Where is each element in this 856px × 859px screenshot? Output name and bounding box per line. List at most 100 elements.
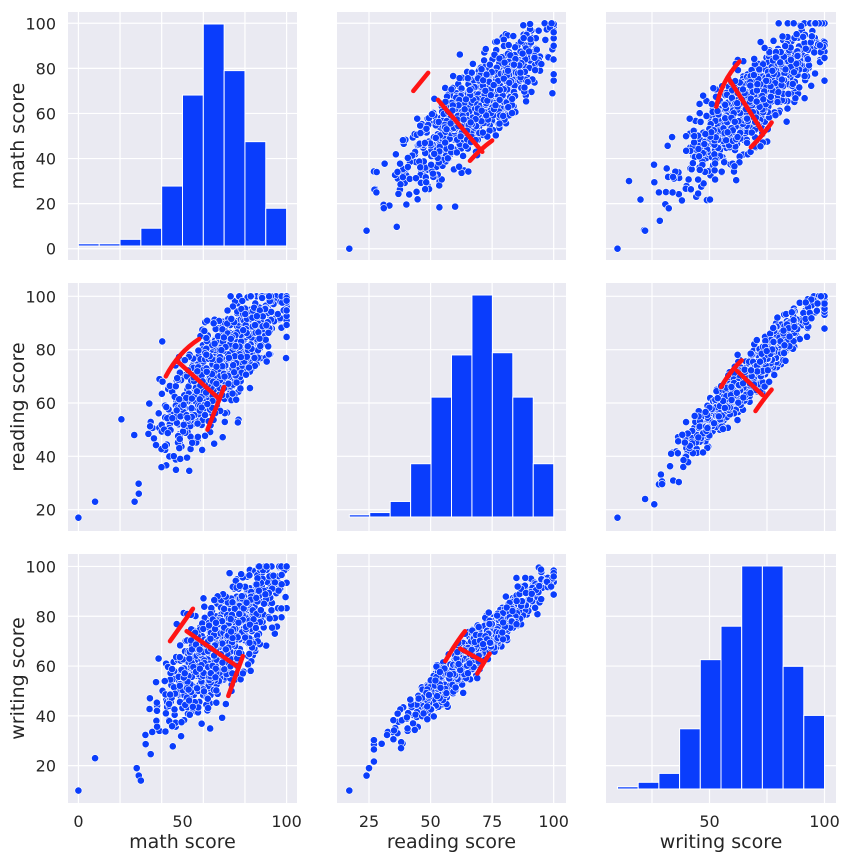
scatter-point bbox=[193, 367, 202, 376]
scatter-point bbox=[491, 131, 500, 140]
scatter-point bbox=[403, 163, 412, 171]
scatter-point-outlier bbox=[136, 776, 145, 785]
scatter-point bbox=[172, 465, 180, 474]
scatter-point bbox=[463, 74, 472, 83]
scatter-point bbox=[185, 654, 194, 663]
scatter-point bbox=[211, 664, 220, 673]
scatter-point bbox=[262, 321, 271, 330]
scatter-point bbox=[486, 91, 495, 100]
scatter-point bbox=[185, 696, 194, 705]
scatter-point bbox=[549, 55, 558, 64]
scatter-point bbox=[158, 377, 167, 386]
scatter-point bbox=[169, 452, 178, 461]
scatter-point bbox=[269, 571, 278, 580]
scatter-point bbox=[261, 590, 270, 599]
scatter-point-outlier bbox=[132, 764, 141, 773]
scatter-point bbox=[727, 383, 736, 391]
scatter-point bbox=[766, 92, 775, 101]
scatter-point bbox=[234, 618, 243, 627]
scatter-point bbox=[203, 316, 212, 325]
scatter-point bbox=[200, 327, 209, 335]
scatter-point bbox=[218, 433, 227, 442]
scatter-point bbox=[700, 140, 709, 148]
scatter-point bbox=[774, 19, 783, 28]
scatter-point bbox=[162, 403, 171, 411]
scatter-point bbox=[810, 48, 819, 57]
scatter-point bbox=[746, 389, 755, 397]
scatter-point bbox=[175, 435, 184, 443]
scatter-point bbox=[277, 571, 286, 579]
scatter-point bbox=[768, 66, 777, 75]
scatter-point bbox=[168, 742, 177, 751]
scatter-point bbox=[456, 132, 465, 141]
histogram-bar bbox=[202, 23, 225, 247]
scatter-point bbox=[447, 85, 456, 94]
scatter-point bbox=[277, 580, 286, 589]
scatter-point bbox=[816, 41, 824, 50]
scatter-point bbox=[489, 81, 498, 89]
scatter-point bbox=[800, 94, 809, 103]
scatter-point bbox=[770, 371, 779, 379]
scatter-point bbox=[526, 20, 534, 28]
scatter-point bbox=[779, 326, 788, 335]
scatter-point bbox=[212, 686, 221, 695]
scatter-point bbox=[265, 292, 273, 301]
scatter-point bbox=[747, 366, 756, 375]
scatter-point bbox=[812, 306, 821, 315]
scatter-point bbox=[526, 35, 535, 44]
scatter-point bbox=[730, 117, 739, 126]
scatter-point bbox=[224, 379, 233, 388]
scatter-point bbox=[245, 363, 253, 372]
scatter-point-outlier bbox=[362, 226, 371, 235]
scatter-point bbox=[217, 346, 226, 355]
histogram-bar bbox=[348, 514, 371, 518]
scatter-point-outlier bbox=[74, 513, 83, 522]
scatter-point bbox=[141, 740, 150, 749]
scatter-point bbox=[756, 357, 764, 366]
scatter-point bbox=[479, 76, 488, 85]
scatter-point bbox=[150, 434, 158, 443]
scatter-point bbox=[209, 319, 218, 328]
scatter-point bbox=[153, 722, 161, 731]
scatter-point bbox=[130, 431, 139, 439]
scatter-point bbox=[778, 32, 787, 41]
scatter-point bbox=[394, 189, 403, 198]
scatter-point bbox=[495, 85, 504, 94]
annotation-cap bbox=[226, 653, 246, 699]
scatter-point bbox=[504, 66, 512, 75]
scatter-point bbox=[762, 76, 771, 85]
scatter-point bbox=[413, 195, 422, 204]
scatter-point bbox=[153, 706, 161, 715]
scatter-point bbox=[219, 333, 228, 342]
scatter-point bbox=[684, 175, 693, 184]
histogram-bar bbox=[471, 294, 493, 518]
histogram-bar bbox=[389, 500, 412, 518]
histogram-bar bbox=[369, 512, 391, 518]
red-annotation bbox=[714, 59, 774, 150]
scatter-point-outlier bbox=[379, 204, 388, 213]
scatter-point bbox=[152, 678, 160, 687]
panel-writing-score-vs-reading-score bbox=[337, 554, 566, 803]
scatter-point bbox=[801, 298, 810, 307]
histogram-bar bbox=[410, 463, 432, 518]
scatter-point bbox=[746, 349, 755, 358]
scatter-point bbox=[820, 53, 829, 62]
red-annotation bbox=[167, 606, 246, 699]
scatter-point bbox=[260, 599, 268, 608]
scatter-point bbox=[158, 337, 167, 346]
scatter-point bbox=[226, 292, 235, 301]
scatter-point bbox=[221, 645, 230, 654]
scatter-point bbox=[780, 349, 788, 357]
scatter-point bbox=[732, 388, 741, 397]
scatter-point bbox=[172, 406, 181, 415]
scatter-point bbox=[682, 132, 690, 141]
scatter-point-outlier bbox=[625, 177, 633, 185]
scatter-point bbox=[756, 38, 765, 46]
scatter-point bbox=[197, 403, 206, 412]
scatter-point bbox=[160, 677, 169, 685]
scatter-point bbox=[703, 424, 712, 433]
scatter-point bbox=[250, 354, 259, 362]
scatter-point bbox=[481, 45, 490, 53]
scatter-point bbox=[202, 367, 211, 376]
